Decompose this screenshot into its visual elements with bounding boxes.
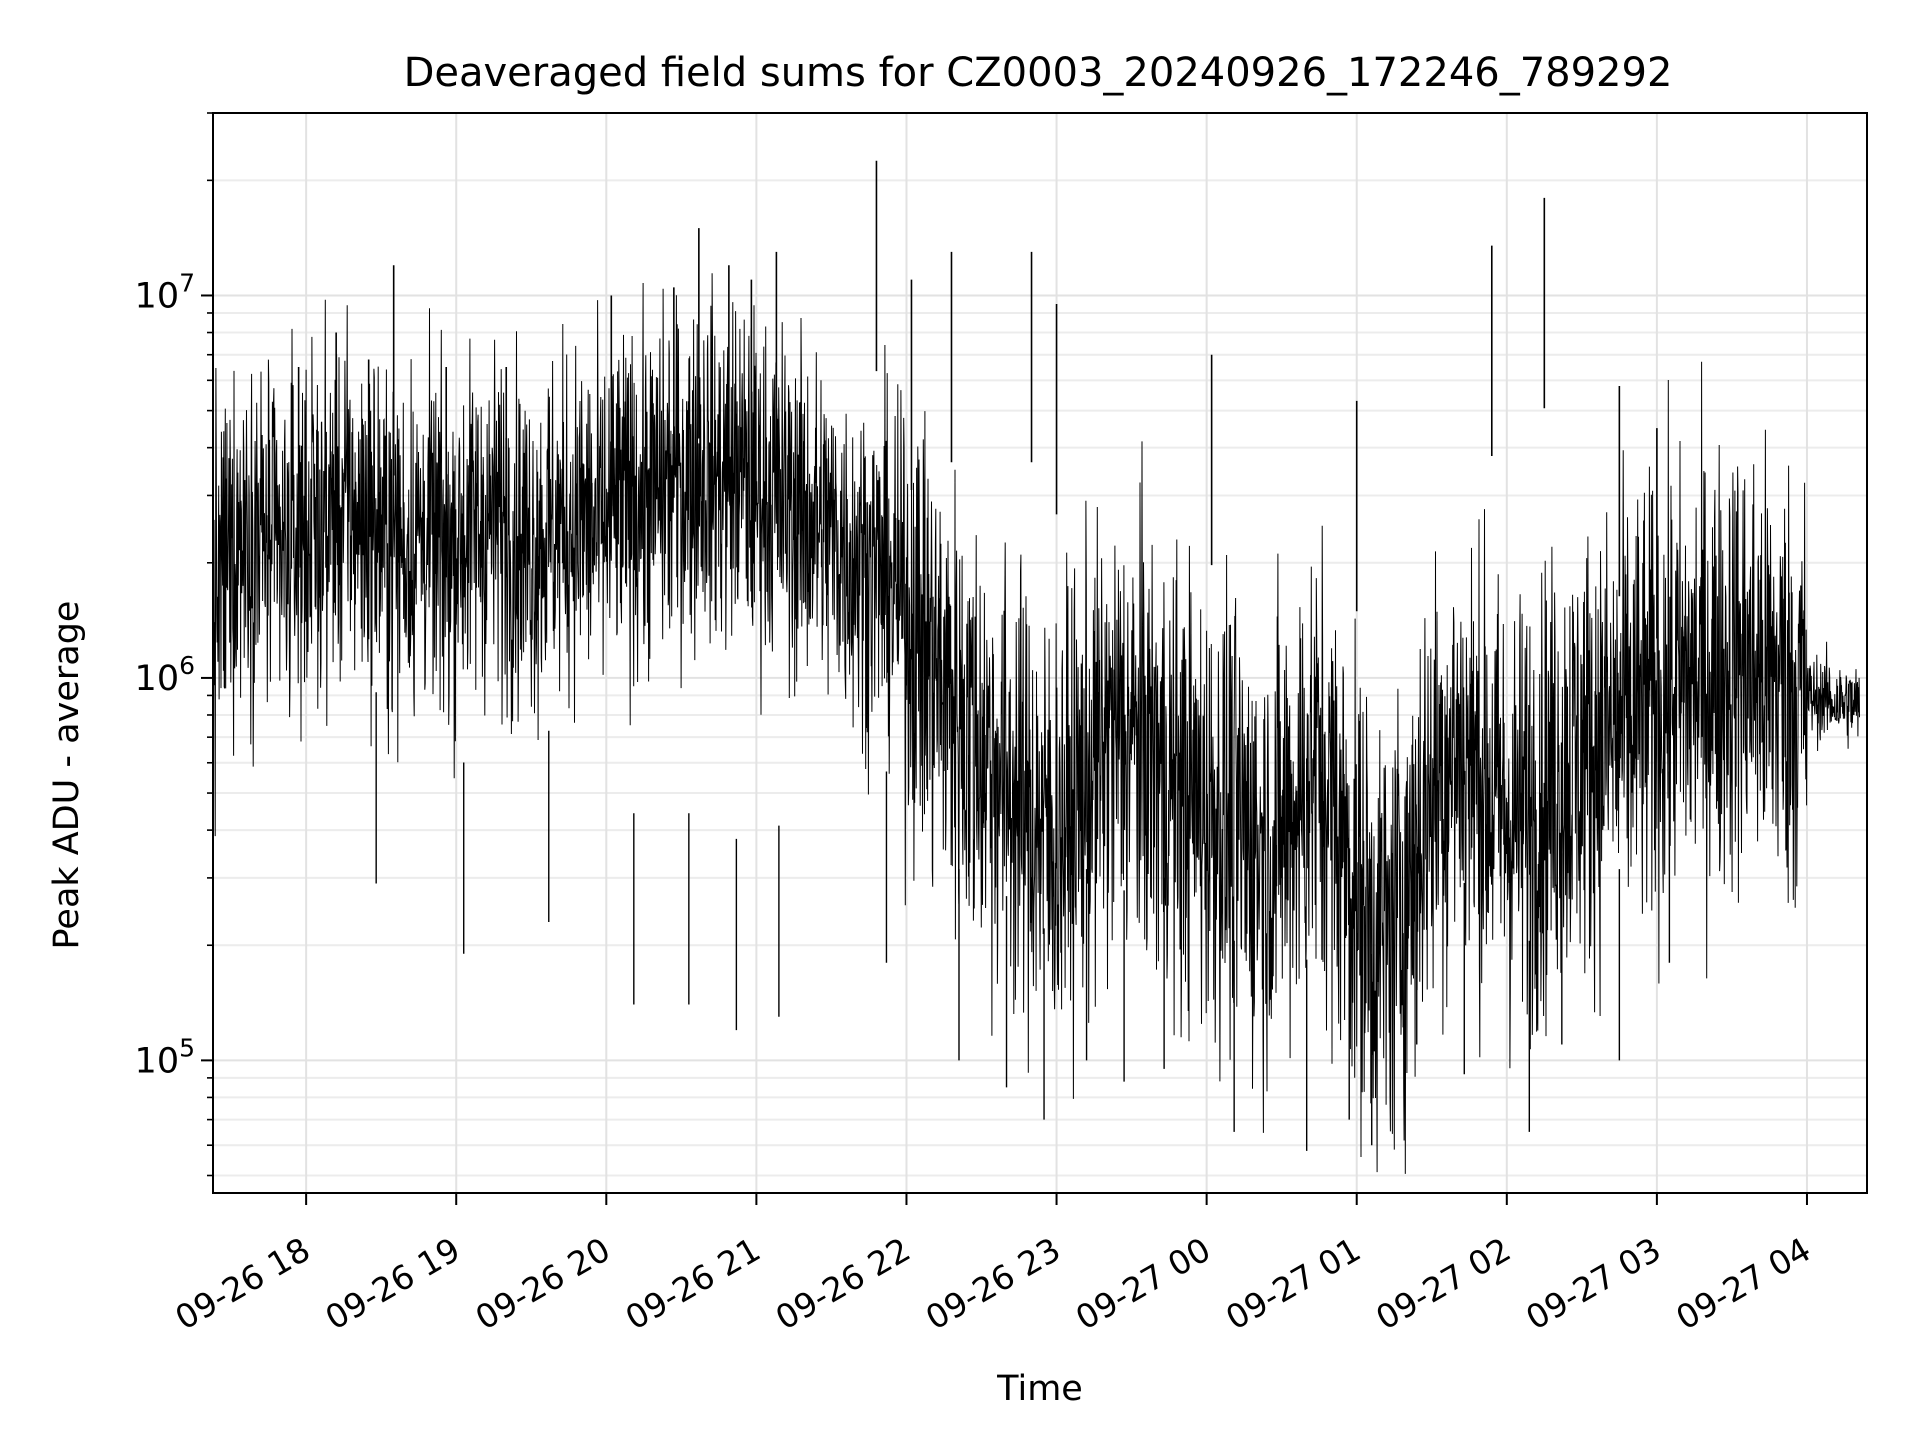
plot-frame xyxy=(212,112,1868,1194)
y-axis-ticks: 105 106 107 xyxy=(135,112,213,1177)
x-axis-label: Time xyxy=(996,1369,1083,1409)
y-tick-label: 105 xyxy=(135,1033,195,1081)
chart-title: Deaveraged field sums for CZ0003_2024092… xyxy=(404,50,1673,96)
y-axis-label: Peak ADU - average xyxy=(47,601,87,950)
y-tick-label: 106 xyxy=(135,651,195,699)
series-line xyxy=(213,273,1860,1174)
data-layer xyxy=(213,160,1860,1174)
y-tick-label: 107 xyxy=(135,268,195,316)
